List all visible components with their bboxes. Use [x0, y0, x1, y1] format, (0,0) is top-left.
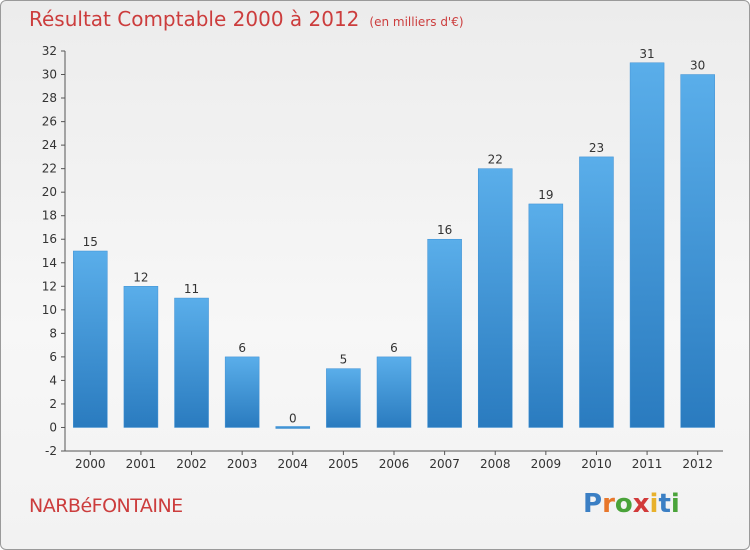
logo-letter: x	[632, 489, 650, 519]
y-tick-label: 14	[42, 256, 57, 270]
y-tick-label: 32	[42, 44, 57, 58]
data-label: 6	[238, 341, 246, 355]
x-tick-label: 2009	[531, 457, 562, 471]
data-label: 31	[639, 47, 654, 61]
data-label: 23	[589, 141, 604, 155]
logo-letter: o	[614, 489, 633, 519]
bar	[376, 356, 412, 428]
bar	[680, 74, 715, 428]
bar	[528, 203, 564, 428]
x-tick-label: 2005	[328, 457, 359, 471]
x-tick-label: 2006	[379, 457, 410, 471]
data-label: 6	[390, 341, 398, 355]
x-tick-label: 2000	[75, 457, 106, 471]
x-tick-label: 2001	[126, 457, 157, 471]
bar	[427, 238, 462, 428]
x-tick-label: 2008	[480, 457, 511, 471]
y-tick-label: 30	[42, 68, 57, 82]
x-tick-label: 2002	[176, 457, 207, 471]
bar	[477, 168, 513, 428]
x-tick-label: 2010	[581, 457, 612, 471]
y-tick-label: 6	[49, 350, 57, 364]
y-tick-label: 8	[49, 326, 57, 340]
logo-letter: r	[602, 489, 615, 519]
chart-title: Résultat Comptable 2000 à 2012 (en millie…	[29, 7, 464, 31]
bar	[174, 297, 209, 428]
data-label: 19	[538, 188, 553, 202]
bar	[275, 426, 311, 429]
y-tick-label: 20	[42, 185, 57, 199]
x-tick-label: 2004	[277, 457, 308, 471]
data-label: 11	[184, 282, 199, 296]
data-label: 5	[340, 353, 348, 367]
y-tick-label: 16	[42, 232, 57, 246]
y-tick-label: 12	[42, 279, 57, 293]
x-tick-label: 2011	[632, 457, 663, 471]
y-tick-label: 2	[49, 397, 57, 411]
y-tick-label: 18	[42, 209, 57, 223]
bar	[326, 368, 361, 428]
bar	[629, 62, 665, 428]
y-tick-label: -2	[45, 444, 57, 458]
bar	[579, 156, 614, 428]
y-tick-label: 4	[49, 373, 57, 387]
data-label: 0	[289, 411, 297, 425]
proxiti-logo: Proxiti	[583, 489, 680, 519]
y-tick-label: 28	[42, 91, 57, 105]
logo-letter: P	[583, 489, 603, 519]
bar	[123, 286, 159, 428]
title-text: Résultat Comptable 2000 à 2012	[29, 7, 360, 31]
y-tick-label: 22	[42, 162, 57, 176]
logo-letter: i	[649, 489, 659, 519]
x-tick-label: 2003	[227, 457, 258, 471]
y-tick-label: 26	[42, 115, 57, 129]
logo-letter: i	[670, 489, 680, 519]
bars: 15 12 11 6 0 5 6 16 22 19 23 31 30	[73, 47, 715, 429]
bar	[73, 250, 108, 428]
x-tick-label: 2012	[682, 457, 713, 471]
data-label: 22	[488, 153, 503, 167]
logo-letter: t	[658, 489, 671, 519]
bar	[224, 356, 260, 428]
data-label: 15	[83, 235, 98, 249]
x-tick-label: 2007	[429, 457, 460, 471]
data-label: 16	[437, 223, 452, 237]
data-label: 30	[690, 59, 705, 73]
y-tick-label: 0	[49, 420, 57, 434]
y-tick-label: 24	[42, 138, 57, 152]
y-tick-label: 10	[42, 303, 57, 317]
data-label: 12	[133, 270, 148, 284]
commune-name: NARBéFONTAINE	[29, 495, 183, 517]
title-unit: (en milliers d'€)	[369, 15, 464, 29]
